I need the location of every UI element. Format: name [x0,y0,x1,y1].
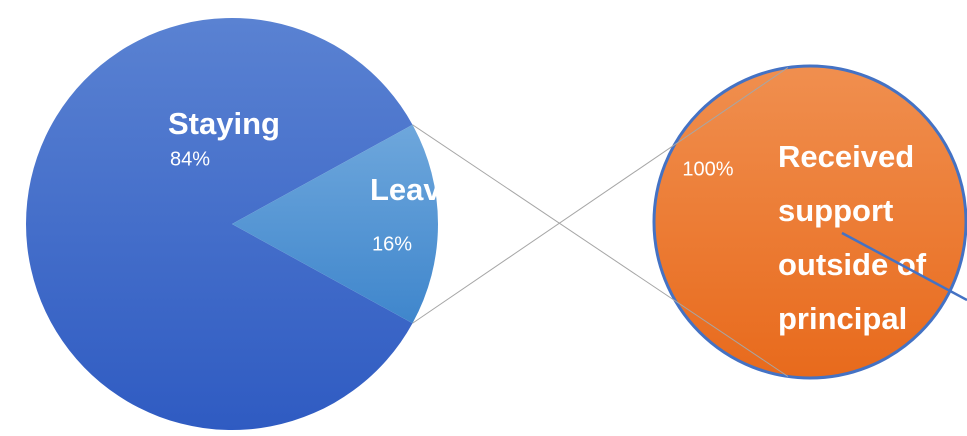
slice-edge [841,231,967,302]
pie-slice [652,64,967,380]
value-label: 84% [170,148,210,170]
value-label: 16% [372,233,412,255]
value-label: 100% [682,158,733,180]
plot: Staying 84% Leaving 16% Received support out… [26,18,967,430]
slice-label-text: Received support outside of principal [778,139,927,336]
pie-slice [232,124,438,324]
slice-label: Leaving [370,172,487,207]
slice-label: Staying [168,106,280,141]
pie-slice [26,18,413,430]
connector [412,67,789,324]
connector [412,124,789,377]
slice-label: Received support outside of principal [778,139,927,336]
